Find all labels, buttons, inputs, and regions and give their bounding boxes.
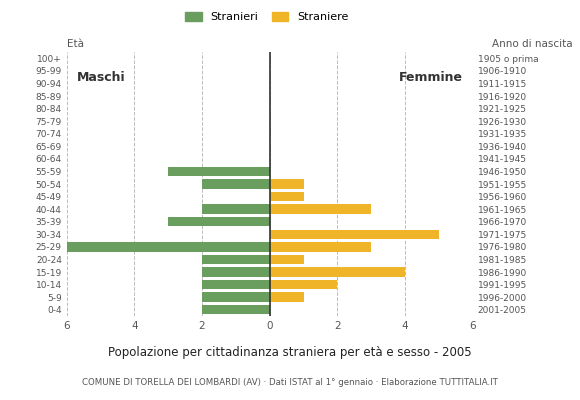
Text: Popolazione per cittadinanza straniera per età e sesso - 2005: Popolazione per cittadinanza straniera p… <box>108 346 472 359</box>
Bar <box>270 179 303 189</box>
Bar <box>270 280 338 289</box>
Bar <box>202 179 270 189</box>
Bar <box>270 267 405 277</box>
Bar <box>270 255 303 264</box>
Bar <box>270 292 303 302</box>
Bar <box>270 230 439 239</box>
Bar <box>168 217 270 226</box>
Bar <box>202 292 270 302</box>
Bar <box>202 267 270 277</box>
Bar <box>202 305 270 314</box>
Text: Anno di nascita: Anno di nascita <box>492 39 573 49</box>
Bar <box>67 242 270 252</box>
Bar <box>270 192 303 201</box>
Bar <box>202 280 270 289</box>
Bar <box>202 204 270 214</box>
Text: Età: Età <box>67 39 84 49</box>
Bar <box>202 255 270 264</box>
Text: Femmine: Femmine <box>398 71 462 84</box>
Text: Maschi: Maschi <box>77 71 125 84</box>
Bar <box>270 242 371 252</box>
Bar <box>270 204 371 214</box>
Bar <box>168 167 270 176</box>
Text: COMUNE DI TORELLA DEI LOMBARDI (AV) · Dati ISTAT al 1° gennaio · Elaborazione TU: COMUNE DI TORELLA DEI LOMBARDI (AV) · Da… <box>82 378 498 387</box>
Legend: Stranieri, Straniere: Stranieri, Straniere <box>180 8 353 27</box>
